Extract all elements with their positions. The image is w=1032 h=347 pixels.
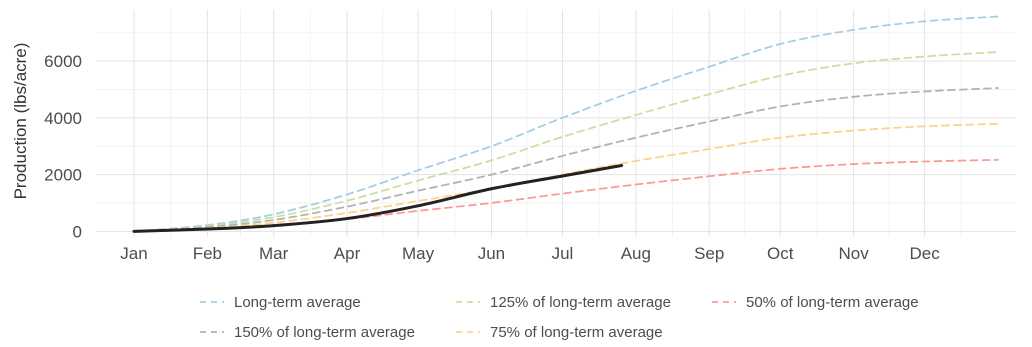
y-tick-label: 4000	[44, 109, 82, 128]
legend-item: 50% of long-term average	[712, 294, 919, 311]
y-axis-title: Production (lbs/acre)	[11, 43, 30, 200]
legend-item: 75% of long-term average	[456, 324, 663, 341]
legend-label: 125% of long-term average	[490, 294, 671, 311]
legend-item: 125% of long-term average	[456, 294, 671, 311]
legend-label: 75% of long-term average	[490, 324, 663, 341]
observed-production-line	[132, 163, 624, 233]
series-line-3	[133, 87, 999, 233]
x-tick-label: Aug	[621, 244, 651, 263]
series-line-4	[133, 122, 999, 233]
x-tick-label: Apr	[334, 244, 361, 263]
legend: Long-term average 125% of long-term avera…	[200, 294, 919, 341]
x-tick-label: Oct	[767, 244, 794, 263]
series-line-0	[133, 15, 999, 233]
x-tick-label: Mar	[259, 244, 289, 263]
y-axis-title-group: Production (lbs/acre)	[11, 43, 30, 200]
y-tick-label: 2000	[44, 166, 82, 185]
x-tick-label: Jun	[478, 244, 505, 263]
x-tick-label: Jul	[552, 244, 574, 263]
x-tick-label: Jan	[120, 244, 147, 263]
legend-item: Long-term average	[200, 294, 361, 311]
y-tick-labels: 0 2000 4000 6000	[44, 52, 82, 241]
legend-label: 50% of long-term average	[746, 294, 919, 311]
series-line-2	[133, 158, 999, 233]
y-tick-label: 6000	[44, 52, 82, 71]
x-tick-label: Sep	[694, 244, 724, 263]
x-tick-label: Nov	[838, 244, 869, 263]
grid-lines	[96, 10, 1016, 237]
x-tick-label: May	[402, 244, 435, 263]
y-tick-label: 0	[73, 222, 82, 241]
series-lines	[132, 15, 999, 233]
x-tick-label: Feb	[193, 244, 222, 263]
legend-label: 150% of long-term average	[234, 324, 415, 341]
x-tick-label: Dec	[910, 244, 941, 263]
legend-item: 150% of long-term average	[200, 324, 415, 341]
series-line-1	[133, 51, 999, 233]
legend-label: Long-term average	[234, 294, 361, 311]
x-tick-labels: Jan Feb Mar Apr May Jun Jul Aug Sep Oct Nov Dec	[120, 244, 940, 263]
